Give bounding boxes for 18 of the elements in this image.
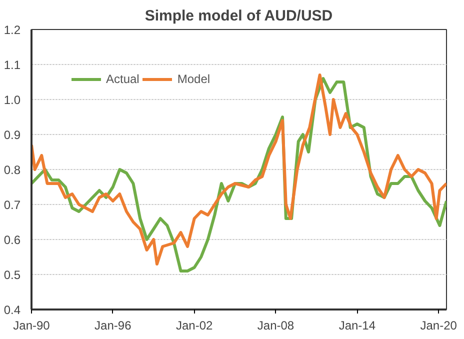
- y-tick-label: 0.7: [4, 198, 21, 212]
- legend-label: Model: [177, 72, 210, 86]
- x-tick-label: Jan-20: [420, 318, 458, 332]
- y-tick-label: 0.5: [4, 268, 21, 282]
- x-tick-label: Jan-90: [13, 318, 50, 332]
- y-tick-label: 1.0: [4, 93, 21, 107]
- y-tick-label: 0.6: [4, 233, 21, 247]
- x-tick-label: Jan-14: [338, 318, 376, 332]
- y-tick-label: 0.4: [4, 303, 21, 317]
- chart-title: Simple model of AUD/USD: [144, 8, 333, 24]
- y-tick-label: 0.9: [4, 128, 21, 142]
- legend-label: Actual: [106, 72, 140, 86]
- y-tick-label: 0.8: [4, 163, 21, 177]
- y-tick-label: 1.2: [4, 23, 21, 37]
- x-tick-label: Jan-96: [94, 318, 132, 332]
- y-tick-label: 1.1: [4, 58, 21, 72]
- x-tick-label: Jan-08: [257, 318, 294, 332]
- x-tick-label: Jan-02: [176, 318, 214, 332]
